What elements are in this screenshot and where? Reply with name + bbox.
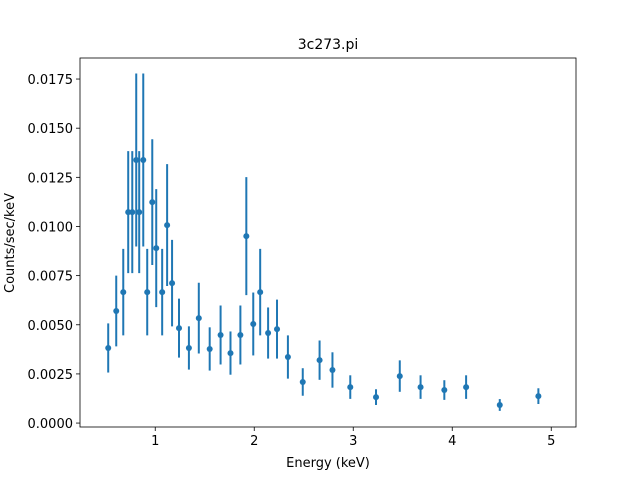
data-point (463, 384, 470, 391)
y-axis-label: Counts/sec/keV (3, 193, 18, 293)
y-tick-label: 0.0150 (28, 122, 74, 137)
data-point (250, 320, 257, 327)
data-point (176, 325, 183, 332)
data-point (347, 384, 354, 391)
data-point (185, 344, 192, 351)
data-point (120, 289, 127, 296)
data-point (105, 344, 112, 351)
y-tick-label: 0.0050 (28, 319, 74, 334)
data-point (243, 233, 250, 240)
data-point (373, 394, 380, 401)
y-tick-label: 0.0025 (28, 368, 74, 383)
data-point (237, 331, 244, 338)
data-point (274, 326, 281, 333)
chart-title: 3c273.pi (298, 37, 359, 53)
data-point (329, 366, 336, 373)
data-point (496, 401, 503, 408)
x-axis: 1 2 3 4 5 (151, 427, 555, 449)
data-point (417, 384, 424, 391)
y-tick-label: 0.0075 (28, 270, 74, 285)
x-tick-label: 1 (151, 434, 159, 449)
data-point (140, 157, 147, 164)
x-tick-label: 4 (448, 434, 456, 449)
x-tick-label: 2 (250, 434, 258, 449)
x-tick-label: 3 (349, 434, 357, 449)
data-point (113, 308, 120, 315)
data-point (159, 289, 166, 296)
y-axis: 0.0000 0.0025 0.0050 0.0075 0.0100 0.0125 0.01… (28, 73, 80, 432)
y-tick-label: 0.0175 (28, 73, 74, 88)
data-point (144, 289, 151, 296)
data-series (105, 73, 542, 411)
y-tick-label: 0.0100 (28, 220, 74, 235)
data-point (149, 199, 156, 206)
data-point (284, 354, 291, 361)
data-point (133, 157, 140, 164)
data-point (265, 330, 272, 337)
x-tick-label: 5 (547, 434, 555, 449)
plot-frame (79, 57, 577, 428)
x-axis-label: Energy (keV) (286, 456, 370, 471)
data-point (164, 222, 171, 229)
data-point (129, 209, 136, 216)
data-point (153, 245, 160, 252)
data-point (396, 373, 403, 380)
data-point (299, 378, 306, 385)
data-point (441, 387, 448, 394)
y-tick-label: 0.0000 (28, 417, 74, 432)
data-point (195, 315, 202, 322)
data-point (169, 280, 176, 287)
data-point (206, 345, 213, 352)
data-point (217, 331, 224, 338)
data-point (316, 357, 323, 364)
y-tick-label: 0.0125 (28, 171, 74, 186)
data-point (227, 350, 234, 357)
data-point (535, 393, 542, 400)
data-point (136, 209, 143, 216)
data-point (257, 289, 264, 296)
